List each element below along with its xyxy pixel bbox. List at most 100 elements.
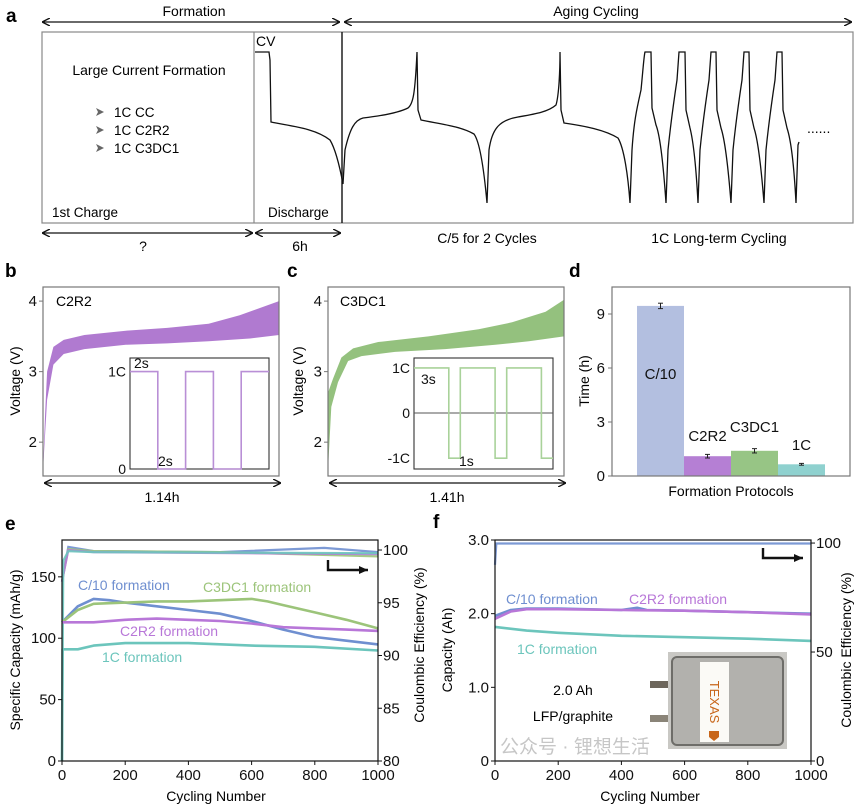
y-tick-label-right: 80 bbox=[383, 753, 400, 770]
inset-annotation: 3s bbox=[421, 371, 436, 387]
x-tick-label: 400 bbox=[176, 767, 201, 784]
y-tick-label-right: 85 bbox=[383, 700, 400, 717]
inset-y-tick-label: 0 bbox=[402, 405, 410, 421]
series-label-c2r2: C2R2 formation bbox=[629, 591, 727, 607]
panel-label-b: b bbox=[5, 261, 17, 282]
x-tick-label: 0 bbox=[491, 767, 499, 784]
plot-frame bbox=[611, 286, 851, 477]
y-tick-label: 50 bbox=[39, 692, 56, 709]
voltage-band-c3dc1 bbox=[328, 299, 564, 471]
protocol-item: 1C C3DC1 bbox=[114, 141, 179, 156]
bar-1c bbox=[778, 464, 825, 476]
right-axis-pointer-icon bbox=[326, 560, 368, 574]
cell-label-sticker bbox=[700, 662, 729, 742]
x-tick-label: 0 bbox=[58, 767, 66, 784]
panel-label-a: a bbox=[6, 6, 17, 27]
x-tick-label: 200 bbox=[546, 767, 571, 784]
phase-formation-label: Formation bbox=[162, 3, 225, 19]
capacity-line-1c-formation bbox=[60, 641, 379, 762]
c5-cycles-label: C/5 for 2 Cycles bbox=[437, 230, 537, 246]
x-tick-label: 1000 bbox=[361, 767, 394, 784]
continuation-ellipsis: ...... bbox=[807, 120, 830, 136]
discharge-label: Discharge bbox=[268, 205, 329, 220]
chart-c-duration-label: 1.41h bbox=[429, 489, 464, 505]
inset-frame bbox=[129, 357, 270, 470]
shield-logo-icon bbox=[709, 731, 719, 741]
y-tick-label: 3 bbox=[597, 414, 605, 431]
inset-annotation: 2s bbox=[158, 453, 173, 469]
cv-label: CV bbox=[256, 33, 276, 49]
x-tick-label: 800 bbox=[302, 767, 327, 784]
watermark: 公众号 · 锂想生活 bbox=[500, 736, 650, 758]
x-tick-label: 600 bbox=[672, 767, 697, 784]
series-label-1c: 1C formation bbox=[102, 649, 182, 665]
panel-a-schematic: Formation Aging Cycling CV Large Current… bbox=[41, 3, 854, 254]
inset-y-tick-label: 1C bbox=[392, 360, 410, 376]
cell-logo-text: TEXAS bbox=[707, 681, 722, 724]
y-tick-label: 1.0 bbox=[468, 679, 489, 696]
series-label-c3dc1: C3DC1 formation bbox=[203, 579, 311, 595]
inset-annotation: 1s bbox=[459, 453, 474, 469]
y-tick-label-right: 0 bbox=[816, 753, 824, 770]
first-charge-duration: ? bbox=[139, 238, 147, 254]
x-tick-label: 600 bbox=[239, 767, 264, 784]
y-tick-label-right: 95 bbox=[383, 595, 400, 612]
y-tick-label-right: 100 bbox=[816, 535, 841, 552]
x-tick-label: 200 bbox=[113, 767, 138, 784]
bullet-arrow-icon bbox=[96, 126, 104, 134]
y-tick-label: 100 bbox=[31, 630, 56, 647]
cell-capacity-annotation: 2.0 Ah bbox=[553, 682, 593, 698]
panel-label-f: f bbox=[433, 512, 440, 533]
capacity-line-1c-formation bbox=[494, 625, 812, 643]
x-tick-label: 800 bbox=[735, 767, 760, 784]
series-label-1c: 1C formation bbox=[517, 641, 597, 657]
capacity-line-c2r2-formation bbox=[494, 607, 812, 620]
y-tick-label: 9 bbox=[597, 306, 605, 323]
bullet-arrow-icon bbox=[96, 108, 104, 116]
y-tick-label: 6 bbox=[597, 360, 605, 377]
y-tick-label: 3 bbox=[314, 364, 322, 381]
series-label-c2r2: C2R2 formation bbox=[120, 623, 218, 639]
chart-c-title: C3DC1 bbox=[340, 293, 386, 309]
series-label-c10: C/10 formation bbox=[78, 577, 170, 593]
pouch-cell-photo: TEXAS bbox=[650, 652, 787, 749]
y-tick-label: 2 bbox=[314, 434, 322, 451]
y-tick-label: 0 bbox=[481, 753, 489, 770]
current-waveform bbox=[414, 367, 553, 460]
y-tick-label-right: 90 bbox=[383, 648, 400, 665]
chart-b-ylabel: Voltage (V) bbox=[7, 346, 23, 415]
bar-label: C2R2 bbox=[688, 428, 726, 445]
y-tick-label: 0 bbox=[48, 753, 56, 770]
y-tick-label: 4 bbox=[29, 293, 37, 310]
x-tick-label: 1000 bbox=[794, 767, 827, 784]
y-tick-label: 150 bbox=[31, 569, 56, 586]
chart-f-ylabel-right: Coulombic Efficiency (%) bbox=[838, 572, 854, 727]
right-axis-pointer-icon bbox=[761, 548, 803, 562]
bar-label: C3DC1 bbox=[730, 419, 779, 436]
panel-label-c: c bbox=[287, 261, 298, 282]
long-term-cycling-label: 1C Long-term Cycling bbox=[651, 230, 786, 246]
inset-y-tick-label: -1C bbox=[387, 450, 410, 466]
inset-y-tick-label: 0 bbox=[118, 461, 126, 477]
y-tick-label: 3 bbox=[29, 364, 37, 381]
large-current-formation-title: Large Current Formation bbox=[72, 62, 225, 78]
plot-frame bbox=[42, 286, 280, 477]
chart-e-ylabel-right: Coulombic Efficiency (%) bbox=[411, 567, 427, 722]
y-tick-label: 4 bbox=[314, 293, 322, 310]
bar-c3dc1 bbox=[731, 450, 778, 476]
panel-label-e: e bbox=[5, 514, 16, 535]
y-tick-label-right: 100 bbox=[383, 542, 408, 559]
voltage-band-c2r2 bbox=[43, 301, 279, 471]
bullet-arrow-icon bbox=[96, 144, 104, 152]
bar-c10 bbox=[637, 305, 684, 476]
bar-label: 1C bbox=[792, 437, 811, 454]
capacity-line-c-10-formation bbox=[61, 597, 379, 646]
y-tick-label: 0 bbox=[597, 468, 605, 485]
protocol-item: 1C CC bbox=[114, 105, 155, 120]
chart-d-xlabel: Formation Protocols bbox=[668, 483, 793, 499]
chart-f-xlabel: Cycling Number bbox=[600, 788, 700, 804]
bar-c2r2 bbox=[684, 456, 731, 476]
voltage-profile-curve bbox=[255, 51, 800, 204]
chart-e-ylabel: Specific Capacity (mAh/g) bbox=[7, 569, 23, 730]
